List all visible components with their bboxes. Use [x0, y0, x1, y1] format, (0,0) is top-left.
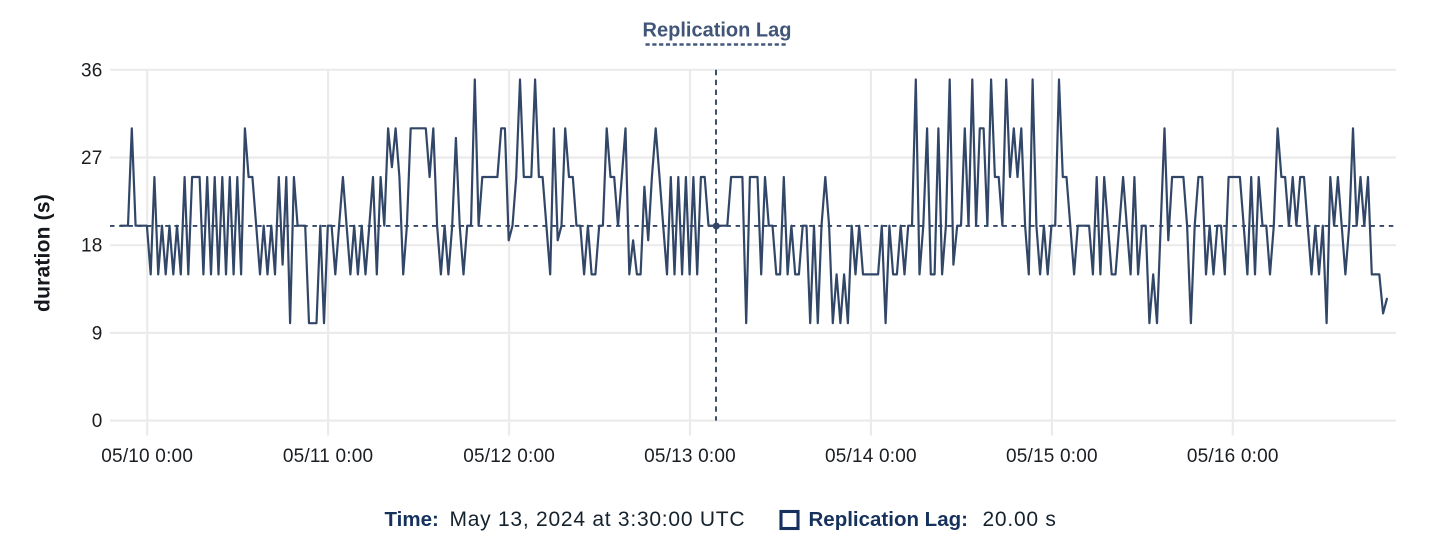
svg-text:05/10 0:00: 05/10 0:00 — [101, 446, 193, 467]
svg-text:18: 18 — [81, 236, 103, 257]
svg-text:duration (s): duration (s) — [32, 194, 55, 312]
svg-text:20.00 s: 20.00 s — [983, 508, 1057, 531]
svg-text:36: 36 — [81, 60, 103, 81]
svg-text:Replication Lag: Replication Lag — [643, 20, 792, 42]
svg-text:9: 9 — [92, 323, 103, 344]
svg-text:05/14 0:00: 05/14 0:00 — [825, 446, 917, 467]
svg-text:05/16 0:00: 05/16 0:00 — [1187, 446, 1279, 467]
svg-text:05/12 0:00: 05/12 0:00 — [463, 446, 555, 467]
svg-text:Replication Lag:: Replication Lag: — [809, 508, 968, 531]
svg-text:05/11 0:00: 05/11 0:00 — [283, 446, 373, 467]
svg-text:05/15 0:00: 05/15 0:00 — [1006, 446, 1098, 467]
svg-text:May 13, 2024 at 3:30:00 UTC: May 13, 2024 at 3:30:00 UTC — [450, 508, 746, 531]
svg-text:0: 0 — [92, 411, 103, 432]
svg-text:Time:: Time: — [385, 508, 439, 531]
svg-text:05/13 0:00: 05/13 0:00 — [644, 446, 736, 467]
svg-text:27: 27 — [81, 148, 103, 169]
